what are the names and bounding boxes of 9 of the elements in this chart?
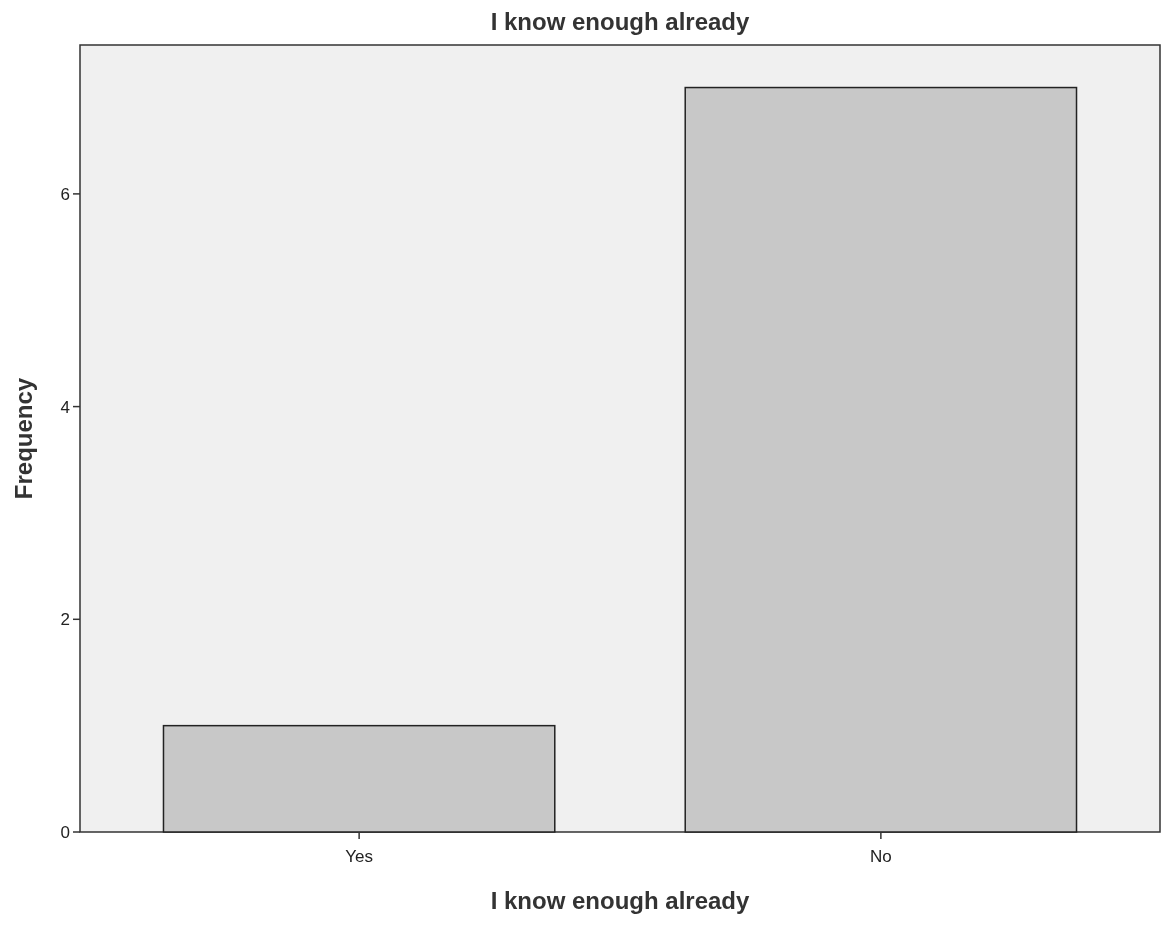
x-axis-title: I know enough already [490,887,751,914]
y-tick-label: 2 [60,610,70,630]
y-tick-label: 4 [60,397,70,417]
y-tick-label: 0 [60,822,70,842]
y-axis-title: Frequency [10,377,37,500]
x-tick-label: No [870,847,892,866]
y-tick-label: 6 [60,184,70,204]
chart-title: I know enough already [490,8,751,35]
x-tick-label: Yes [345,847,373,866]
